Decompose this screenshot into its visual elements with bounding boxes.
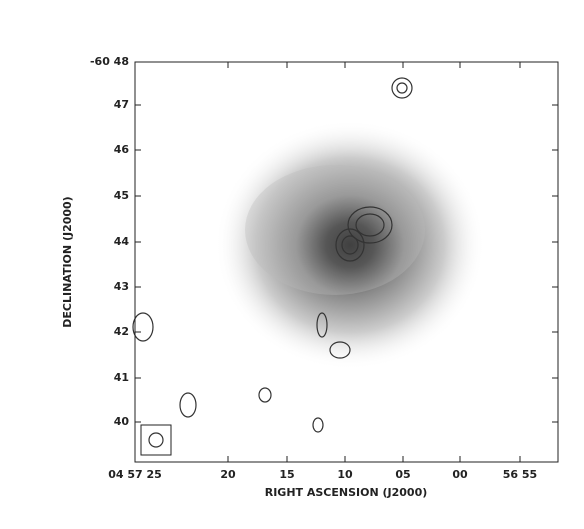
beam bbox=[140, 424, 172, 456]
x-tick-label: 15 bbox=[279, 468, 294, 481]
y-tick-label: 45 bbox=[114, 189, 129, 202]
y-tick-label: -60 48 bbox=[90, 55, 129, 68]
y-tick-label: 41 bbox=[114, 371, 129, 384]
y-tick-label: 43 bbox=[114, 280, 129, 293]
x-tick-label: 10 bbox=[337, 468, 353, 481]
contours bbox=[132, 77, 413, 433]
x-tick-label: 56 55 bbox=[503, 468, 537, 481]
x-axis-label: RIGHT ASCENSION (J2000) bbox=[265, 486, 428, 499]
plot-frame bbox=[134, 61, 559, 463]
y-tick-label: 44 bbox=[114, 235, 130, 248]
x-tick-label: 20 bbox=[220, 468, 236, 481]
y-axis-label: DECLINATION (J2000) bbox=[61, 196, 74, 327]
sky-image bbox=[135, 62, 558, 462]
y-tick-label: 42 bbox=[114, 325, 129, 338]
x-tick-label: 04 57 25 bbox=[108, 468, 162, 481]
y-tick-label: 47 bbox=[114, 98, 129, 111]
x-tick-label: 05 bbox=[395, 468, 410, 481]
y-tick-label: 46 bbox=[114, 143, 130, 156]
y-tick-label: 40 bbox=[114, 415, 130, 428]
x-tick-label: 00 bbox=[452, 468, 468, 481]
